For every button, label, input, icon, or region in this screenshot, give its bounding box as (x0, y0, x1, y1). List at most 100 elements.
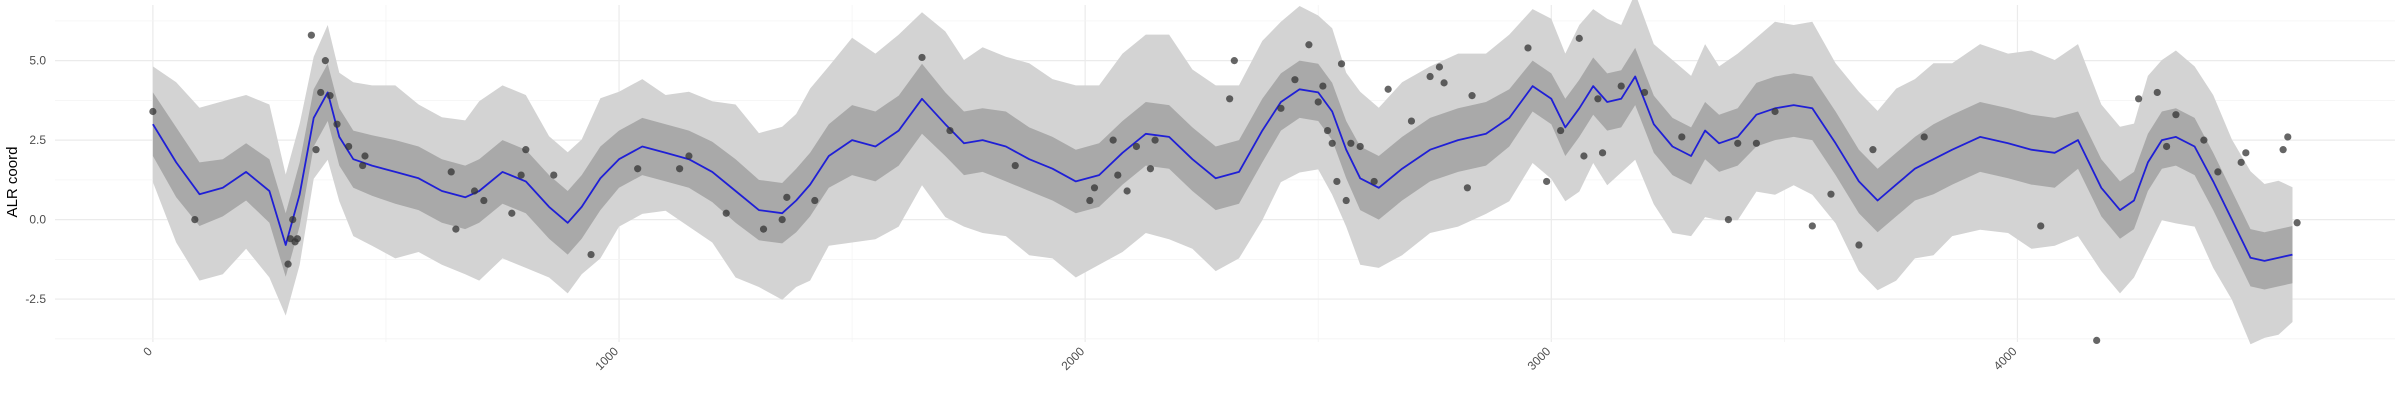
data-point (1226, 95, 1234, 103)
data-point (1011, 161, 1019, 170)
data-point (1347, 139, 1355, 147)
data-point (1435, 63, 1444, 71)
data-point (191, 215, 199, 224)
data-point (1855, 241, 1863, 249)
data-point (1109, 136, 1117, 144)
inner-confidence-band-group (152, 47, 2293, 290)
data-point (361, 152, 369, 160)
data-point (1468, 92, 1476, 100)
data-point (2242, 149, 2250, 157)
data-point (1151, 136, 1159, 144)
data-point (1543, 177, 1551, 186)
x-tick-label: 3000 (1525, 344, 1554, 373)
data-point (470, 187, 479, 195)
data-point (1575, 34, 1583, 42)
mean-line (152, 75, 2293, 262)
data-point (1146, 165, 1155, 173)
data-point (517, 171, 525, 179)
data-point (480, 196, 488, 205)
data-point (1132, 142, 1141, 151)
data-point (2237, 158, 2245, 166)
data-point (1827, 190, 1835, 198)
data-point (1580, 152, 1588, 160)
data-point (722, 209, 730, 217)
data-point (452, 225, 460, 233)
data-point (284, 260, 292, 268)
data-point (1323, 126, 1332, 135)
inner-confidence-band (152, 47, 2293, 290)
y-tick-label: 2.5 (29, 133, 46, 147)
data-point (1407, 117, 1416, 125)
data-point (1808, 222, 1816, 230)
data-point (1333, 177, 1341, 186)
data-point (2200, 136, 2208, 144)
data-point (2279, 146, 2287, 154)
data-point (1342, 196, 1350, 205)
data-point (2037, 222, 2045, 230)
data-point (312, 146, 320, 154)
data-point (345, 142, 353, 151)
data-point (1291, 76, 1299, 84)
data-point (1314, 98, 1322, 106)
data-point (676, 165, 684, 173)
observation-points (149, 31, 2301, 345)
data-point (1277, 104, 1285, 112)
y-axis-tick-labels: -2.5 0.0 2.5 5.0 (25, 54, 46, 306)
data-point (289, 215, 297, 224)
x-tick-label: 0 (140, 344, 155, 359)
mean-line-group (152, 75, 2293, 262)
data-point (1426, 72, 1434, 81)
data-point (522, 146, 530, 154)
data-point (1598, 149, 1607, 157)
data-point (1370, 177, 1378, 186)
data-point (1090, 184, 1099, 192)
y-tick-label: -2.5 (25, 292, 46, 306)
data-point (2135, 95, 2143, 103)
data-point (1319, 82, 1327, 90)
data-point (2172, 111, 2180, 119)
data-point (1463, 184, 1471, 192)
data-point (1440, 79, 1448, 87)
data-point (1337, 60, 1346, 68)
data-point (1557, 126, 1565, 135)
x-tick-label: 2000 (1058, 344, 1087, 373)
data-point (634, 165, 642, 173)
data-point (359, 161, 367, 170)
data-point (783, 193, 791, 201)
data-point (1524, 44, 1532, 52)
data-point (2214, 168, 2222, 176)
data-point (1920, 133, 1928, 141)
data-point (1328, 139, 1336, 147)
data-point (307, 31, 315, 39)
data-point (1617, 82, 1625, 90)
data-point (1123, 187, 1131, 195)
data-point (587, 250, 595, 259)
data-point (317, 88, 325, 97)
data-point (1356, 142, 1364, 151)
data-point (1594, 95, 1602, 103)
data-point (1230, 57, 1238, 65)
data-point (2093, 336, 2101, 345)
data-point (685, 152, 693, 160)
data-point (550, 171, 558, 179)
data-point (508, 209, 516, 217)
data-point (1734, 139, 1742, 147)
y-axis-title: ALR coord (4, 147, 21, 218)
data-point (1114, 171, 1122, 179)
data-point (811, 196, 819, 205)
data-point (149, 107, 157, 116)
x-tick-label: 1000 (592, 344, 621, 373)
data-point (321, 57, 329, 65)
data-point (946, 126, 954, 135)
data-point (2162, 142, 2171, 151)
data-point (778, 215, 786, 224)
data-point (759, 225, 768, 233)
data-point (2153, 88, 2161, 97)
y-tick-label: 5.0 (29, 54, 46, 68)
data-point (918, 53, 926, 62)
data-point (1305, 41, 1313, 49)
x-tick-label: 4000 (1991, 344, 2020, 373)
data-point (326, 92, 334, 100)
data-point (293, 235, 301, 243)
y-tick-label: 0.0 (29, 213, 46, 227)
